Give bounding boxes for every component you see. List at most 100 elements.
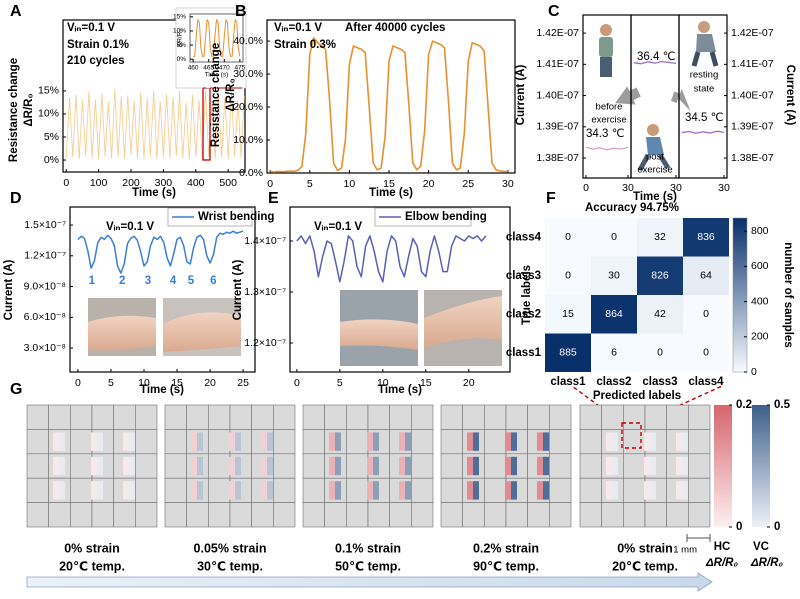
vc-stripe (59, 456, 65, 476)
vc-stripe (473, 456, 479, 476)
cell-label: 826 (651, 270, 669, 282)
y-tick-label: 6.0×10⁻⁸ (24, 311, 66, 323)
grid-cell (251, 502, 274, 528)
x-tick-label: 5 (108, 377, 114, 389)
grid-cell (273, 429, 296, 455)
vc-stripe (235, 481, 241, 500)
grid-cell (644, 404, 667, 430)
hc-stripe (676, 432, 682, 451)
hc-stripe (367, 481, 373, 500)
person-icon (600, 57, 612, 77)
grid-cell (113, 404, 136, 430)
x-tick-label: 400 (187, 177, 205, 189)
strain-label: 0.1% strain (335, 541, 401, 555)
grid-cell (623, 477, 646, 503)
y-tick-label: 0% (177, 56, 187, 63)
inset-x-label: Time (s) (205, 72, 229, 79)
grid-cell (26, 453, 49, 479)
cell-label: 30 (608, 270, 620, 282)
grid-cell (70, 477, 93, 503)
y-axis-label: Current (A) (515, 64, 527, 125)
data-line (633, 60, 677, 65)
grid-cell (135, 429, 158, 455)
heatmap-cell (683, 333, 729, 372)
x-tick-label: class2 (596, 376, 631, 388)
peak-label: 1 (89, 275, 96, 287)
grid-cell (688, 477, 711, 503)
x-tick-label: 10 (377, 377, 389, 389)
y-axis-label: ΔR/R₀ (23, 93, 35, 126)
y-tick-label: 1.3×10⁻⁷ (244, 286, 286, 298)
x-tick-label: 10 (344, 178, 356, 190)
temperature-label: 36.4 ℃ (637, 51, 676, 63)
exercise-illustrations (599, 21, 719, 172)
hc-stripe (191, 432, 197, 451)
annotation: Strain 0.3% (274, 39, 336, 51)
vc-stripe (129, 432, 135, 451)
photo-arm (424, 296, 502, 348)
vc-stripe (335, 456, 341, 476)
y-tick-label: 5% (177, 42, 187, 49)
zoom-box (621, 422, 642, 449)
hc-stripe (53, 481, 59, 500)
grid-cell (135, 404, 158, 430)
x-tick-label: 0 (75, 377, 81, 389)
grid-cell (164, 453, 187, 479)
grid-cell (688, 429, 711, 455)
grid-cell (389, 502, 412, 528)
legend-label: Elbow bending (405, 211, 487, 223)
y-tick-label: 1.42E-07 (536, 27, 579, 39)
arrow (615, 86, 641, 105)
grid-cell (666, 502, 689, 528)
grid-cell (135, 502, 158, 528)
grid-cell (411, 453, 434, 479)
grid-cell (484, 429, 507, 455)
person-icon (647, 124, 659, 136)
y-tick-label: 1.40E-07 (731, 89, 774, 101)
vc-stripe (543, 432, 549, 451)
grid-cell (208, 502, 231, 528)
grid-cell (601, 502, 624, 528)
grid-cell (440, 404, 463, 430)
x-tick-label: 10 (138, 377, 150, 389)
grid-cell (273, 477, 296, 503)
vc-stripe (473, 481, 479, 500)
panel-letter: G (10, 381, 22, 398)
grid-cell (549, 502, 572, 528)
cell-label: 64 (700, 270, 712, 282)
data-line (585, 146, 629, 151)
x-tick-label: 475 (234, 65, 245, 72)
grid-cell (26, 429, 49, 455)
photo-arm (340, 319, 418, 350)
hc-stripe (123, 481, 129, 500)
vc-stripe (197, 456, 203, 476)
data-line (193, 19, 241, 57)
panel-letter: C (548, 3, 560, 20)
y-tick-label: 1.41E-07 (731, 58, 774, 70)
vc-stripe (373, 481, 379, 500)
hc-stripe (467, 481, 473, 500)
y-tick-label: 0% (44, 154, 59, 166)
colorbar (732, 217, 748, 373)
y-tick-label: 0 (751, 366, 757, 378)
grid-cell (164, 404, 187, 430)
heatmap-cell (591, 295, 637, 334)
x-tick-label: 460 (188, 65, 199, 72)
colorbar-label: ΔR/R₀ (705, 557, 739, 569)
vc-stripe (612, 456, 618, 476)
hc-stripe (91, 456, 97, 476)
cell-label: 0 (565, 270, 571, 282)
panel-letter: B (235, 3, 247, 20)
x-axis-label: Time (s) (378, 384, 422, 396)
hc-stripe (644, 456, 650, 476)
hc-stripe (505, 481, 511, 500)
colorbar-name: HC (714, 541, 731, 553)
hc-stripe (53, 456, 59, 476)
grid-cell (623, 404, 646, 430)
subplot-label: post (646, 152, 664, 163)
subplot-label: state (694, 84, 715, 95)
y-tick-label: 0.2 (736, 399, 752, 411)
x-tick-label: 0 (63, 177, 69, 189)
grid-cell (302, 404, 325, 430)
